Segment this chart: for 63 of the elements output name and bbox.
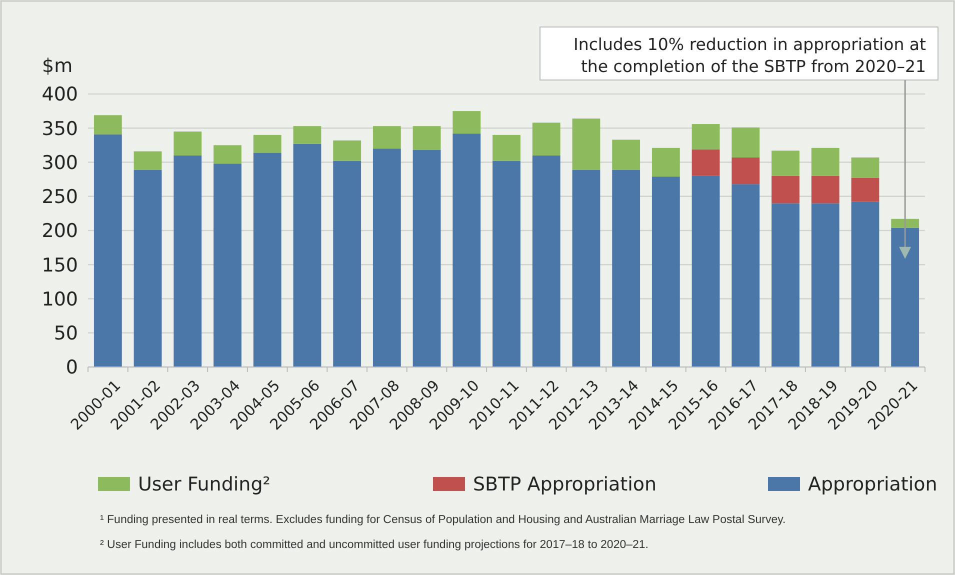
bar [851, 202, 880, 367]
bar [732, 184, 760, 367]
bar [174, 155, 202, 367]
y-tick-label: 150 [42, 254, 78, 276]
bar [772, 176, 800, 204]
bar [452, 134, 481, 367]
legend-label: SBTP Appropriation [473, 474, 657, 496]
bar [293, 126, 322, 144]
bar [174, 132, 202, 156]
y-axis-title: $m [42, 55, 73, 77]
bar [492, 134, 520, 161]
bar [134, 151, 162, 170]
bar [412, 126, 441, 150]
bar [572, 118, 600, 170]
bar [891, 228, 920, 367]
bar [293, 144, 322, 367]
bar [214, 145, 242, 164]
bar [811, 148, 840, 176]
bar [612, 170, 640, 367]
bar [532, 155, 560, 367]
bar [851, 157, 880, 178]
bar [572, 170, 600, 367]
y-tick-label: 200 [42, 220, 78, 242]
bar [612, 140, 640, 170]
text: ¹ Funding presented in real terms. Excludes funding for Census of Population and Housing and Australian Marriage Law Postal Survey. [100, 514, 786, 526]
bar [214, 164, 242, 367]
legend-label: Appropriation [808, 474, 938, 496]
bar [253, 134, 282, 153]
bar [891, 218, 920, 228]
y-tick-label: 50 [54, 322, 78, 345]
bar [772, 150, 800, 176]
text: ² User Funding includes both committed and uncommitted user funding projections for 2017–18 to 2020–21. [100, 539, 648, 551]
text: Includes 10% reduction in appropriation at the completion of the SBTP from 2020–21 [574, 34, 927, 76]
bar [333, 160, 362, 367]
y-tick-label: 350 [42, 118, 78, 140]
bar [412, 150, 441, 367]
bar [94, 115, 122, 134]
bar [492, 160, 520, 367]
legend-label: User Funding² [138, 474, 270, 496]
bar [851, 178, 880, 202]
bar [532, 122, 560, 156]
bar [692, 176, 720, 367]
bar [333, 140, 362, 161]
bar [652, 176, 680, 367]
bar [372, 148, 401, 367]
bar [732, 157, 760, 184]
bar [134, 170, 162, 367]
bar [652, 148, 680, 177]
y-tick-label: 250 [42, 186, 78, 208]
bar [732, 127, 760, 158]
bar [772, 203, 800, 367]
y-tick-label: 300 [42, 152, 78, 174]
bar [692, 124, 720, 150]
bar [811, 176, 840, 204]
bar [94, 134, 122, 367]
y-tick-label: 400 [42, 84, 78, 106]
bar [253, 152, 282, 367]
y-tick-label: 100 [42, 288, 78, 310]
bar [811, 203, 840, 367]
bar [452, 111, 481, 134]
bar [372, 126, 401, 149]
bar [692, 149, 720, 176]
y-tick-label: 0 [66, 356, 78, 379]
